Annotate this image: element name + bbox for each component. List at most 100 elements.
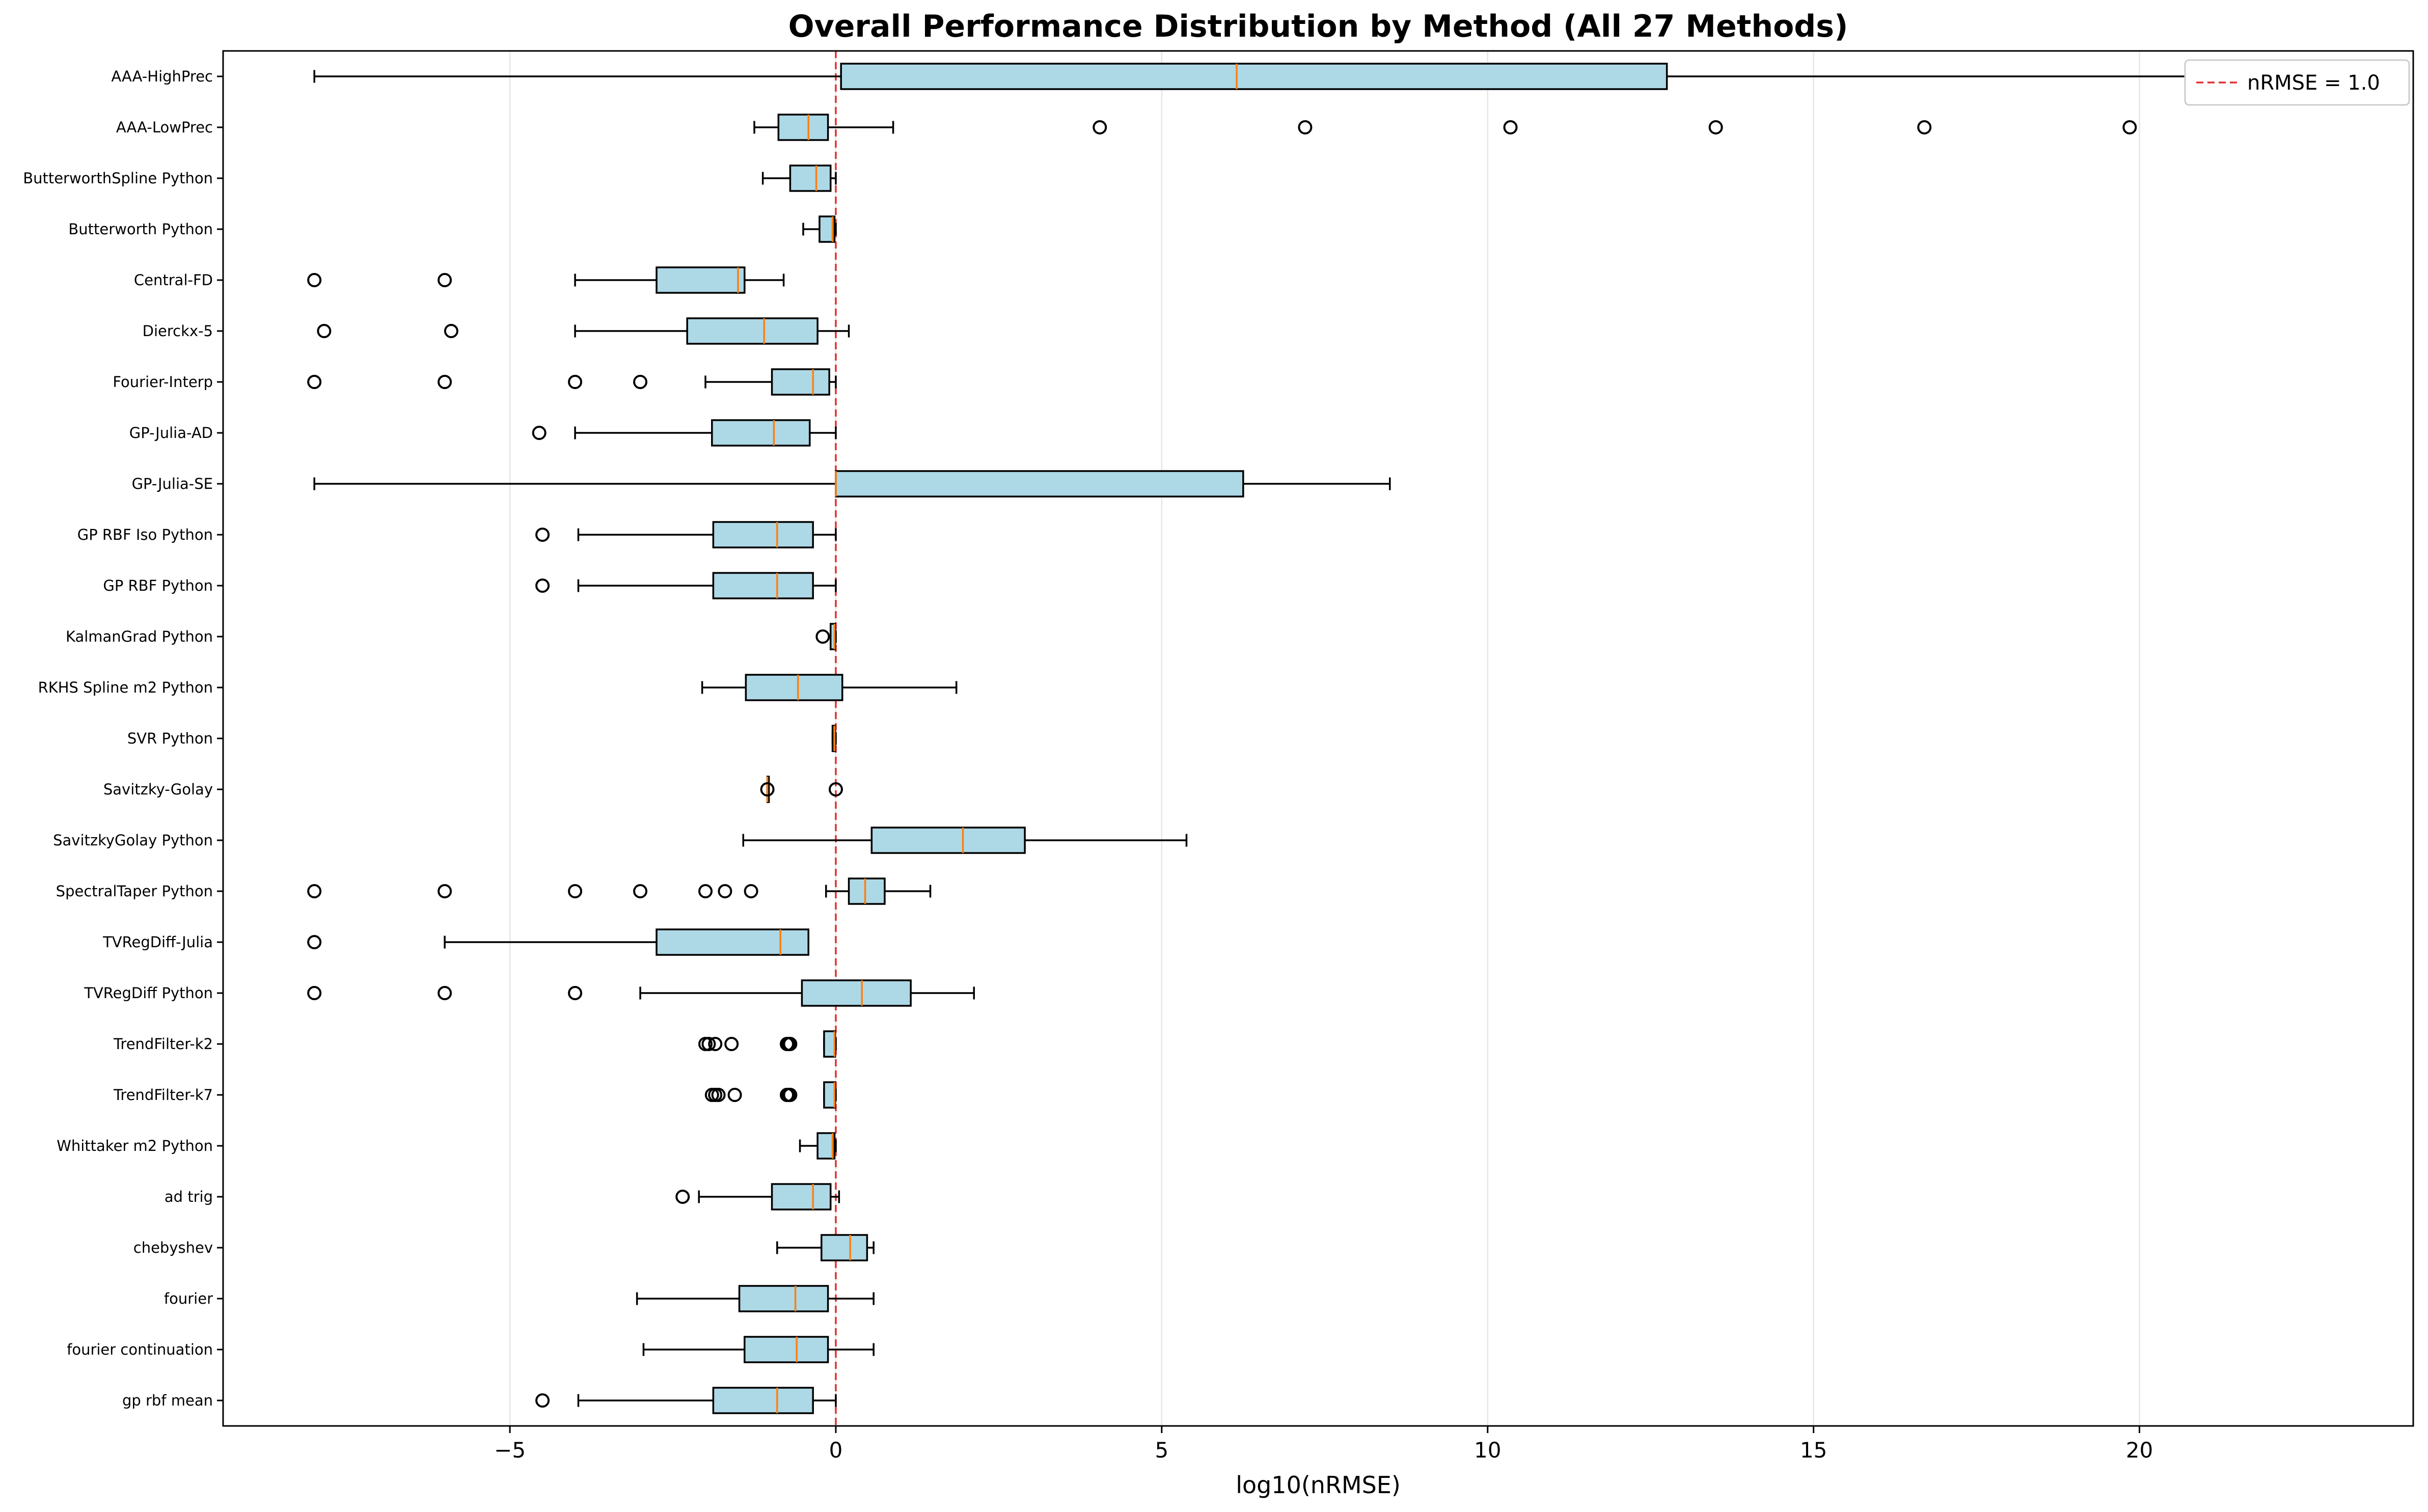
outlier-point [307,986,322,1000]
box-group [766,776,770,803]
legend-frame [2184,59,2410,106]
outlier-point [744,884,758,898]
outlier-point [317,324,332,338]
y-tick-label: AAA-LowPrec [116,119,213,136]
outlier-point [532,426,547,440]
iqr-box [771,1183,832,1211]
outlier-point [1503,120,1518,134]
box-group [577,521,837,548]
outlier-point [568,375,583,389]
iqr-box [656,928,809,956]
outlier-point [783,1037,798,1051]
outlier-point [1298,120,1313,134]
outlier-point [698,884,713,898]
outlier-point [711,1088,726,1102]
box-group [313,470,1391,498]
box-group [574,419,837,447]
outlier-point [760,782,775,796]
box-group [761,164,837,192]
box-group [823,1081,837,1109]
x-tick-label: 5 [1155,1438,1168,1463]
box-group [823,1030,837,1058]
y-tick-label: gp rbf mean [122,1392,213,1409]
plot-frame [222,50,2414,1427]
box-group [776,1234,875,1261]
boxes-layer [313,63,2333,1414]
axes-layer: −5 0 5 10 15 20 gp rbf mean fourier continuatio… [23,50,2414,1463]
iqr-box [801,979,912,1007]
y-tick-label: KalmanGrad Python [66,628,213,645]
outlier-point [568,986,583,1000]
outlier-point [307,935,322,949]
box-group [802,215,837,243]
outlier-point [701,1037,716,1051]
outlier-point [568,884,583,898]
y-tick-label: GP-Julia-SE [132,475,213,492]
y-tick-label: Whittaker m2 Python [57,1137,213,1154]
y-tick-label: TrendFilter-k7 [113,1086,213,1104]
y-tick-label: SpectralTaper Python [56,883,213,900]
outlier-point [438,375,452,389]
y-tick-label: fourier [164,1290,213,1307]
outlier-point [438,884,452,898]
iqr-box [835,470,1244,498]
outlier-point [307,375,322,389]
y-tick-label: Central-FD [134,271,213,289]
y-tick-label: TVRegDiff-Julia [102,933,213,951]
outliers-layer [307,120,2137,1408]
outlier-point [724,1037,739,1051]
y-tick-label: Dierckx-5 [143,322,213,340]
iqr-box [656,266,746,294]
iqr-box [840,63,1668,90]
outlier-point [1093,120,1107,134]
outlier-point [1708,120,1723,134]
outlier-point [307,884,322,898]
iqr-box [712,572,814,599]
box-group [313,63,2333,90]
outlier-point [535,528,550,542]
iqr-box [712,1387,814,1414]
box-group [698,1183,840,1211]
outlier-point [535,579,550,593]
y-tick-label: GP RBF Iso Python [77,526,213,543]
y-tick-label: TrendFilter-k2 [113,1035,213,1053]
iqr-box [712,521,814,548]
y-tick-label: ButterworthSpline Python [23,170,213,187]
legend-entry-label: nRMSE = 1.0 [2247,71,2380,95]
box-group [701,674,958,701]
box-group [639,979,975,1007]
y-tick-label: SVR Python [127,730,213,747]
outlier-point [444,324,458,338]
iqr-box [823,1081,836,1109]
iqr-box [686,317,819,345]
iqr-box [823,1030,836,1058]
iqr-box [870,827,1026,854]
outlier-point [633,884,648,898]
outlier-point [675,1190,690,1204]
iqr-box [771,368,830,396]
outlier-point [1917,120,1932,134]
box-group [444,928,809,956]
outlier-point [633,375,648,389]
outlier-point [438,273,452,287]
x-tick-label: −5 [494,1438,526,1463]
box-group [636,1285,875,1312]
outlier-point [727,1088,742,1102]
box-group [642,1336,875,1363]
y-tick-label: TVRegDiff Python [84,984,213,1002]
x-tick-label: 20 [2126,1438,2153,1463]
box-group [574,317,850,345]
y-tick-label: Butterworth Python [68,221,213,238]
iqr-box [744,1336,829,1363]
y-tick-label: fourier continuation [67,1341,213,1358]
iqr-box [777,114,829,141]
outlier-point [535,1393,550,1408]
outlier-point [718,884,732,898]
outlier-point [2122,120,2137,134]
box-group [742,827,1188,854]
x-axis-label: log10(nRMSE) [1236,1471,1401,1499]
outlier-point [307,273,322,287]
y-tick-label: GP-Julia-AD [129,424,213,442]
